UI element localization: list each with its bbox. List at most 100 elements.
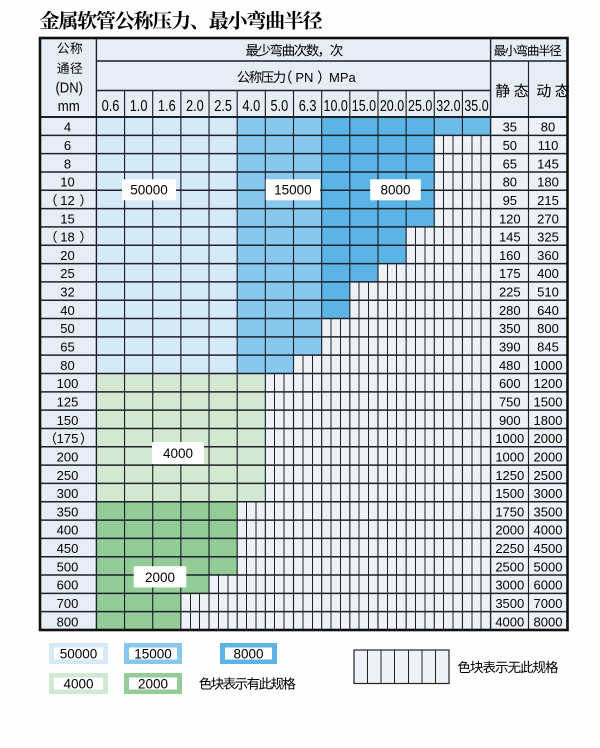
svg-text:6: 6 xyxy=(64,138,71,153)
svg-text:5000: 5000 xyxy=(534,559,563,574)
svg-text:150: 150 xyxy=(57,413,79,428)
svg-text:125: 125 xyxy=(57,395,79,410)
svg-text:390: 390 xyxy=(499,340,521,355)
svg-text:80: 80 xyxy=(503,175,517,190)
svg-text:2000: 2000 xyxy=(534,449,563,464)
svg-text:4000: 4000 xyxy=(495,614,524,629)
svg-text:15: 15 xyxy=(60,211,74,226)
svg-text:50000: 50000 xyxy=(60,646,98,661)
svg-text:4500: 4500 xyxy=(534,541,563,556)
svg-text:2000: 2000 xyxy=(534,431,563,446)
svg-text:2000: 2000 xyxy=(138,676,168,691)
svg-text:32: 32 xyxy=(60,285,74,300)
svg-text:mm: mm xyxy=(58,98,80,115)
svg-text:35: 35 xyxy=(503,120,517,135)
svg-text:25: 25 xyxy=(60,266,74,281)
svg-text:640: 640 xyxy=(537,303,559,318)
svg-text:400: 400 xyxy=(537,266,559,281)
svg-text:65: 65 xyxy=(503,156,517,171)
svg-text:3000: 3000 xyxy=(495,578,524,593)
svg-text:900: 900 xyxy=(499,413,521,428)
svg-text:3000: 3000 xyxy=(534,486,563,501)
svg-text:450: 450 xyxy=(57,541,79,556)
svg-text:1500: 1500 xyxy=(534,395,563,410)
svg-text:1800: 1800 xyxy=(534,413,563,428)
svg-text:1250: 1250 xyxy=(495,468,524,483)
svg-text:15000: 15000 xyxy=(134,646,172,661)
svg-text:8: 8 xyxy=(64,156,71,171)
svg-text:750: 750 xyxy=(499,395,521,410)
svg-text:20.0: 20.0 xyxy=(380,98,404,115)
svg-text:32.0: 32.0 xyxy=(436,98,460,115)
svg-text:200: 200 xyxy=(57,449,79,464)
svg-text:600: 600 xyxy=(57,578,79,593)
svg-text:2.0: 2.0 xyxy=(186,98,204,115)
svg-text:12: 12 xyxy=(60,193,74,208)
svg-text:3500: 3500 xyxy=(534,504,563,519)
svg-text:95: 95 xyxy=(503,193,517,208)
svg-text:3500: 3500 xyxy=(495,596,524,611)
svg-text:2500: 2500 xyxy=(495,559,524,574)
svg-text:0.6: 0.6 xyxy=(102,98,120,115)
svg-text:145: 145 xyxy=(499,230,521,245)
svg-text:250: 250 xyxy=(57,468,79,483)
svg-text:50000: 50000 xyxy=(130,183,168,198)
svg-text:80: 80 xyxy=(60,358,74,373)
svg-text:2250: 2250 xyxy=(495,541,524,556)
svg-text:4: 4 xyxy=(64,120,71,135)
svg-text:160: 160 xyxy=(499,248,521,263)
svg-text:65: 65 xyxy=(60,340,74,355)
svg-text:40: 40 xyxy=(60,303,74,318)
svg-text:25.0: 25.0 xyxy=(408,98,432,115)
svg-text:400: 400 xyxy=(57,523,79,538)
svg-text:145: 145 xyxy=(537,156,559,171)
svg-text:2.5: 2.5 xyxy=(214,98,232,115)
svg-text:350: 350 xyxy=(499,321,521,336)
svg-text:110: 110 xyxy=(538,138,559,153)
svg-text:600: 600 xyxy=(499,376,521,391)
svg-text:20: 20 xyxy=(60,248,74,263)
svg-text:280: 280 xyxy=(499,303,521,318)
svg-text:15.0: 15.0 xyxy=(352,98,376,115)
svg-text:2000: 2000 xyxy=(145,570,175,585)
svg-text:300: 300 xyxy=(57,486,79,501)
svg-text:175: 175 xyxy=(499,266,521,281)
svg-text:800: 800 xyxy=(57,614,79,629)
svg-text:800: 800 xyxy=(537,321,559,336)
svg-text:225: 225 xyxy=(499,285,521,300)
svg-text:1200: 1200 xyxy=(534,376,563,391)
svg-text:7000: 7000 xyxy=(534,596,563,611)
svg-text:360: 360 xyxy=(537,248,559,263)
svg-text:480: 480 xyxy=(499,358,521,373)
svg-text:215: 215 xyxy=(537,193,559,208)
svg-text:1.6: 1.6 xyxy=(158,98,176,115)
svg-text:80: 80 xyxy=(541,120,555,135)
svg-text:700: 700 xyxy=(57,596,79,611)
svg-text:8000: 8000 xyxy=(534,614,563,629)
svg-text:1750: 1750 xyxy=(495,504,524,519)
svg-text:35.0: 35.0 xyxy=(464,98,488,115)
svg-text:6000: 6000 xyxy=(534,578,563,593)
svg-text:10.0: 10.0 xyxy=(324,98,348,115)
svg-text:325: 325 xyxy=(537,230,559,245)
svg-text:845: 845 xyxy=(537,340,559,355)
svg-text:18: 18 xyxy=(60,230,74,245)
svg-text:1000: 1000 xyxy=(534,358,563,373)
svg-text:MPa: MPa xyxy=(329,70,357,85)
svg-text:4000: 4000 xyxy=(63,676,93,691)
svg-text:6.3: 6.3 xyxy=(299,98,317,115)
svg-text:PN: PN xyxy=(295,70,313,85)
svg-text:4.0: 4.0 xyxy=(242,98,260,115)
svg-text:270: 270 xyxy=(537,211,559,226)
svg-text:120: 120 xyxy=(499,211,521,226)
svg-text:2500: 2500 xyxy=(534,468,563,483)
svg-text:1000: 1000 xyxy=(495,431,524,446)
svg-text:4000: 4000 xyxy=(534,523,563,538)
svg-text:5.0: 5.0 xyxy=(271,98,289,115)
svg-text:180: 180 xyxy=(537,175,559,190)
svg-text:100: 100 xyxy=(57,376,79,391)
svg-text:350: 350 xyxy=(57,504,79,519)
svg-text:8000: 8000 xyxy=(380,183,410,198)
svg-text:50: 50 xyxy=(60,321,74,336)
svg-text:15000: 15000 xyxy=(274,183,312,198)
